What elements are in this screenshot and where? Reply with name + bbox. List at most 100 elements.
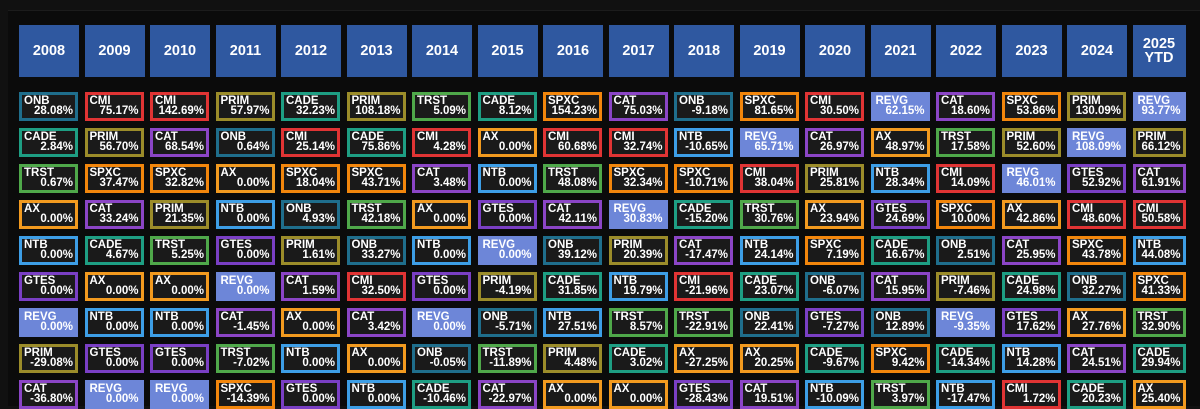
return-value-label: 26.97% — [819, 141, 859, 153]
return-cell: CADE 23.07% — [739, 272, 799, 301]
ticker-label: ONB — [744, 311, 771, 323]
return-value-label: -22.97% — [488, 393, 532, 405]
return-cell: REVG 0.00% — [19, 308, 78, 337]
return-cell: CADE 8.12% — [477, 92, 537, 121]
ticker-label: NTB — [351, 383, 376, 395]
return-value-label: 0.00% — [40, 321, 73, 333]
ticker-label: REVG — [744, 131, 778, 143]
return-value-label: 14.09% — [950, 177, 990, 189]
return-value-label: 20.25% — [754, 357, 794, 369]
ticker-label: CADE — [548, 275, 581, 287]
return-cell: CAT -1.45% — [215, 308, 275, 337]
year-header: 2016 — [543, 25, 603, 77]
ticker-label: CADE — [1137, 347, 1171, 359]
year-header: 2013 — [346, 25, 407, 77]
return-value-label: 23.94% — [819, 213, 859, 225]
return-value-label: 93.77% — [1141, 105, 1181, 117]
ticker-label: PRIM — [89, 131, 119, 143]
return-cell: SPXC 41.33% — [1132, 272, 1186, 301]
return-cell: REVG 30.83% — [608, 200, 668, 229]
ticker-label: ONB — [24, 95, 50, 107]
return-cell: ONB 28.08% — [19, 92, 78, 121]
return-cell: CAT 33.24% — [84, 200, 144, 229]
return-value-label: 53.86% — [1016, 105, 1056, 117]
ticker-label: NTB — [875, 167, 900, 179]
return-cell: PRIM 1.61% — [281, 236, 340, 265]
return-value-label: 19.51% — [754, 393, 794, 405]
return-value-label: 0.00% — [171, 393, 204, 405]
return-value-label: 42.11% — [558, 213, 597, 225]
return-value-label: 8.57% — [629, 321, 663, 333]
ticker-label: CAT — [220, 311, 244, 323]
return-value-label: 0.00% — [40, 249, 73, 261]
return-value-label: 0.00% — [236, 177, 270, 189]
return-cell: SPXC 81.65% — [739, 92, 799, 121]
return-value-label: -27.25% — [685, 357, 728, 369]
return-value-label: 24.69% — [885, 213, 925, 225]
ticker-label: CMI — [1137, 203, 1159, 215]
return-value-label: 43.78% — [1081, 249, 1121, 261]
return-value-label: 4.28% — [433, 141, 466, 153]
year-header: 2012 — [281, 25, 341, 77]
return-cell: AX 0.00% — [215, 164, 275, 193]
return-cell: CADE 4.67% — [84, 236, 144, 265]
ticker-label: PRIM — [941, 275, 970, 287]
return-value-label: 0.00% — [302, 357, 335, 369]
ticker-label: CAT — [941, 95, 964, 107]
return-cell: CAT 1.59% — [281, 272, 340, 301]
return-value-label: 0.00% — [367, 393, 401, 405]
return-value-label: 60.68% — [557, 141, 597, 153]
return-cell: TRST 42.18% — [346, 200, 406, 229]
return-value-label: 24.14% — [754, 249, 794, 261]
return-cell: TRST -7.02% — [215, 344, 275, 373]
return-cell: CMI 30.50% — [805, 92, 864, 121]
return-value-label: -9.35% — [953, 321, 990, 333]
return-cell: ONB 12.89% — [870, 308, 930, 337]
return-cell: AX 0.00% — [477, 128, 537, 157]
return-cell: PRIM 25.81% — [805, 164, 864, 193]
return-value-label: 4.67% — [105, 249, 139, 261]
return-value-label: 68.54% — [164, 141, 204, 153]
return-cell: TRST 17.58% — [936, 128, 995, 157]
ticker-label: NTB — [679, 131, 703, 143]
return-cell: PRIM 52.60% — [1001, 128, 1061, 157]
return-cell: TRST 8.57% — [608, 308, 668, 337]
return-cell: REVG 0.00% — [84, 380, 144, 409]
return-cell: CADE -9.67% — [805, 344, 864, 373]
ticker-label: PRIM — [1072, 95, 1101, 107]
return-cell: ONB 4.93% — [281, 200, 340, 229]
return-cell: TRST 0.67% — [19, 164, 78, 193]
return-value-label: 75.86% — [361, 141, 401, 153]
return-value-label: -4.19% — [495, 285, 532, 297]
return-cell: CMI 60.68% — [543, 128, 602, 157]
ticker-label: CMI — [613, 131, 635, 143]
return-value-label: 4.93% — [302, 213, 335, 225]
return-cell: AX 0.00% — [19, 200, 78, 229]
return-value-label: 48.08% — [557, 177, 597, 189]
ticker-label: TRST — [24, 167, 55, 179]
return-cell: NTB 0.00% — [477, 164, 537, 193]
ticker-label: REVG — [1137, 95, 1171, 107]
return-value-label: 0.00% — [105, 393, 139, 405]
ticker-label: SPXC — [1072, 239, 1104, 251]
ticker-label: NTB — [89, 311, 114, 323]
return-cell: CMI 142.69% — [150, 92, 209, 121]
ticker-label: CMI — [744, 167, 766, 179]
return-cell: PRIM 57.97% — [215, 92, 275, 121]
return-value-label: 75.03% — [623, 105, 663, 117]
year-header: 2025 YTD — [1132, 25, 1186, 77]
ticker-label: ONB — [1072, 275, 1098, 287]
ticker-label: CAT — [679, 239, 702, 251]
return-cell: PRIM 130.09% — [1067, 92, 1126, 121]
return-cell: ONB 32.27% — [1067, 272, 1126, 301]
ticker-label: GTES — [24, 275, 56, 287]
ticker-label: ONB — [875, 311, 902, 323]
ticker-label: NTB — [482, 167, 507, 179]
return-value-label: 0.00% — [40, 213, 73, 225]
ticker-label: PRIM — [286, 239, 315, 251]
ticker-label: NTB — [744, 239, 769, 251]
ticker-label: SPXC — [351, 167, 383, 179]
return-value-label: 3.48% — [433, 177, 466, 189]
ticker-label: ONB — [810, 275, 836, 287]
year-header: 2009 — [84, 25, 145, 77]
